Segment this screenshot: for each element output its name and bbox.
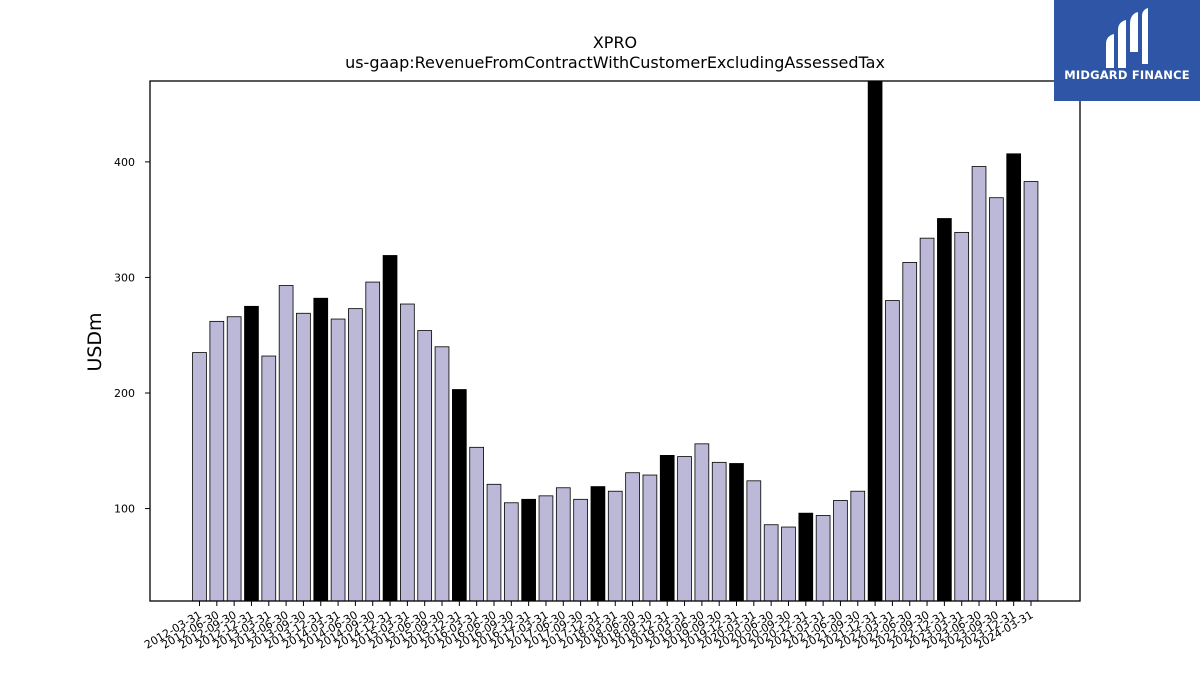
bar-2021-06-30 — [833, 500, 848, 602]
brand-logo: MIDGARD FINANCE — [1054, 0, 1200, 101]
chart-title: XPRO — [593, 33, 637, 52]
bar-2017-09-30 — [573, 498, 588, 602]
bar-2020-03-31 — [746, 480, 762, 602]
x-axis: 2012-03-312012-06-302012-09-302012-12-31… — [142, 601, 1036, 652]
bar-2018-12-31 — [659, 454, 675, 602]
bar-2020-12-31 — [798, 512, 814, 602]
bar-2019-12-31 — [729, 463, 744, 602]
bar-2016-03-31 — [469, 446, 484, 602]
bar-2012-03-31 — [192, 352, 207, 602]
bar-2023-12-31 — [1006, 153, 1022, 602]
bar-2015-03-31 — [400, 303, 415, 602]
bar-2018-09-30 — [642, 474, 658, 602]
bar-2017-12-31 — [590, 486, 606, 602]
y-tick-label: 100 — [114, 503, 135, 516]
bar-2016-09-30 — [503, 502, 519, 602]
bar-2024-03-31 — [1023, 181, 1039, 602]
y-axis-label: USDm — [84, 312, 106, 371]
y-axis: 100 200 300 400 — [114, 156, 150, 516]
bar-2013-03-31 — [261, 355, 277, 602]
y-tick-label: 200 — [114, 387, 135, 400]
bar-2019-03-31 — [677, 456, 692, 602]
bar-2014-03-31 — [330, 318, 346, 602]
bar-2015-06-30 — [417, 330, 433, 602]
bar-2014-12-31 — [382, 255, 398, 602]
bar-2019-09-30 — [711, 461, 727, 602]
bar-2013-06-30 — [278, 285, 294, 602]
bars-layer — [192, 80, 1039, 602]
bar-2022-12-31 — [937, 218, 952, 602]
logo-text: MIDGARD FINANCE — [1064, 68, 1190, 82]
y-tick-label: 300 — [114, 271, 135, 284]
bar-2012-12-31 — [244, 305, 259, 602]
bar-2012-09-30 — [226, 316, 242, 602]
bar-2014-09-30 — [365, 281, 381, 602]
bar-2022-09-30 — [919, 237, 935, 602]
bar-2021-03-31 — [815, 515, 831, 602]
bar-2014-06-30 — [348, 308, 363, 602]
bar-2015-12-31 — [452, 389, 467, 602]
bar-2015-09-30 — [434, 346, 450, 602]
bar-2013-12-31 — [313, 297, 329, 602]
bar-2023-03-31 — [954, 231, 970, 602]
bar-2022-06-30 — [902, 262, 918, 602]
bar-2017-06-30 — [555, 487, 571, 602]
plot-frame — [149, 80, 1081, 602]
bar-2023-09-30 — [989, 197, 1004, 602]
bar-2019-06-30 — [694, 443, 710, 602]
bar-2020-06-30 — [763, 524, 779, 602]
bar-2013-09-30 — [296, 312, 311, 602]
bar-2016-12-31 — [521, 498, 536, 602]
chart-subtitle: us-gaap:RevenueFromContractWithCustomerE… — [345, 53, 885, 72]
bar-2020-09-30 — [781, 526, 796, 602]
bar-2021-12-31 — [867, 80, 883, 602]
bar-2022-03-31 — [885, 300, 900, 602]
bar-2021-09-30 — [850, 490, 866, 602]
bar-2016-06-30 — [486, 483, 502, 602]
bar-2018-03-31 — [607, 490, 623, 602]
logo-mark-icon — [1106, 8, 1148, 68]
bar-2023-06-30 — [971, 166, 987, 602]
bar-2018-06-30 — [625, 472, 640, 602]
y-tick-label: 400 — [114, 156, 135, 169]
bar-2012-06-30 — [209, 320, 225, 602]
bar-2017-03-31 — [538, 495, 554, 602]
